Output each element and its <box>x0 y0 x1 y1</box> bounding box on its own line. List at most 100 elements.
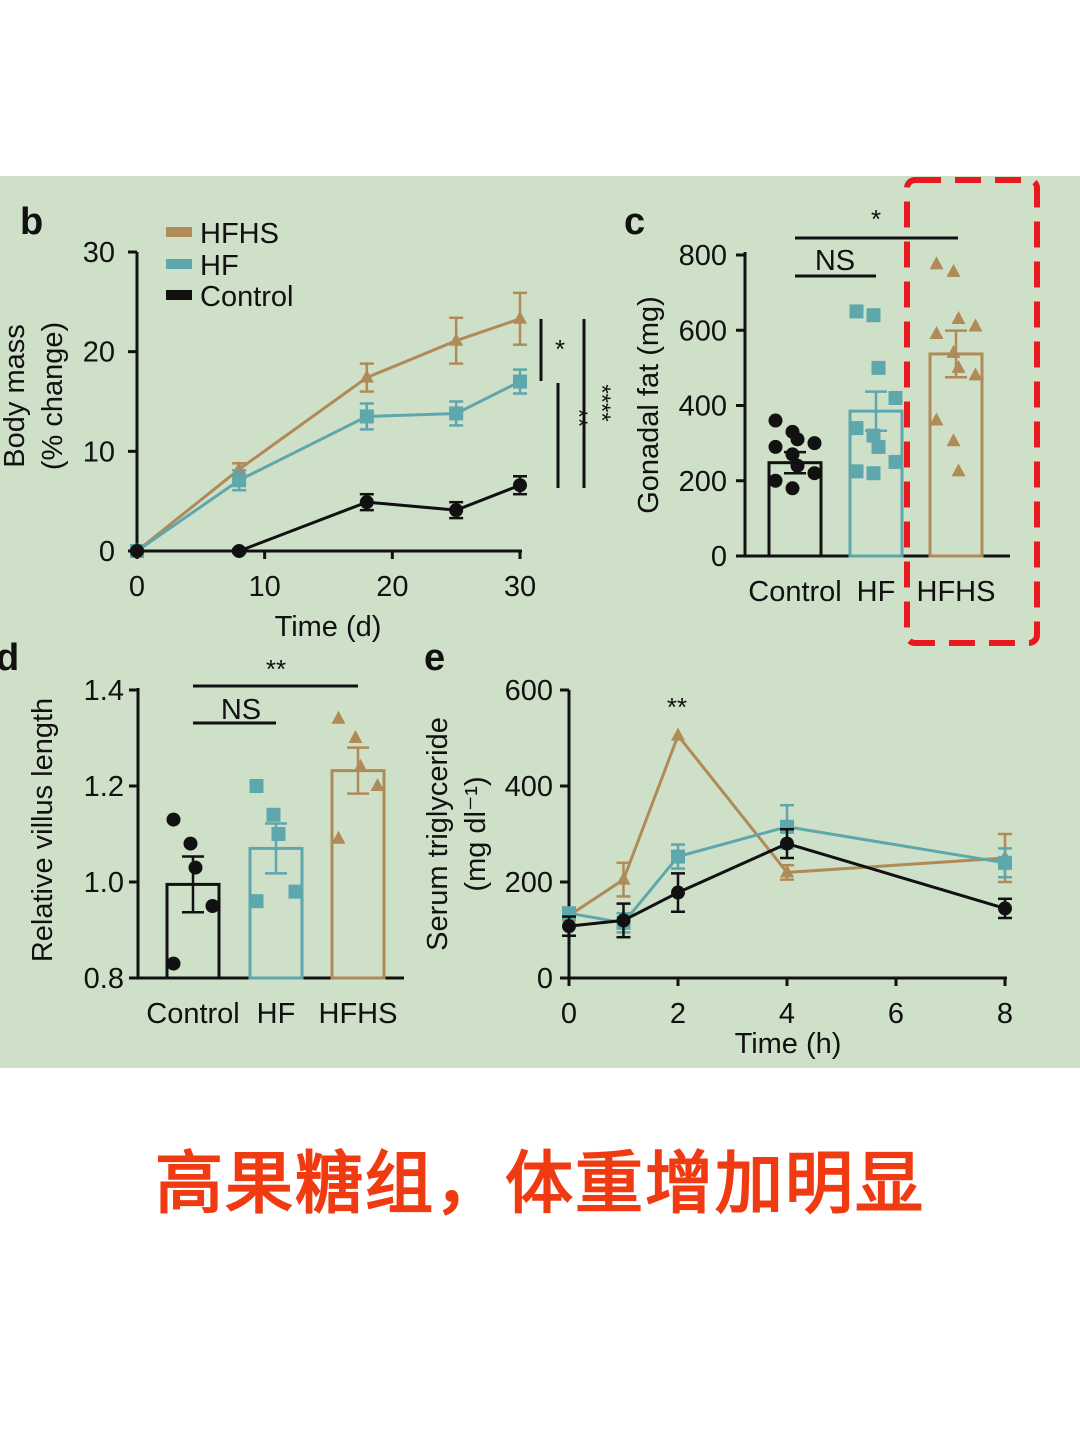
b-point-hfhs <box>513 310 527 324</box>
b-point-hf <box>359 409 374 424</box>
panel-e: e 0 2 4 6 8 0 200 400 600 Time (h) Serum triglyc… <box>422 637 1013 1060</box>
c-dot-hfhs <box>929 326 944 340</box>
e-point-control <box>780 836 794 851</box>
c-dot-hfhs <box>929 256 944 270</box>
c-dot-hfhs <box>946 433 961 447</box>
b-point-control <box>359 495 374 510</box>
c-dot-control <box>768 473 783 488</box>
c-sig-ns: NS <box>815 245 855 277</box>
b-x-label: Time (d) <box>275 611 382 643</box>
legend-swatch-control <box>166 290 192 300</box>
c-bar-hfhs <box>928 352 984 558</box>
b-x-tick-label: 30 <box>504 571 536 603</box>
e-point-control <box>671 885 685 900</box>
d-y-label: Relative villus length <box>27 698 59 962</box>
legend-label-control: Control <box>200 281 294 313</box>
e-point-hfhs <box>616 871 631 885</box>
b-point-control <box>130 544 144 558</box>
b-sig-star-2: ** <box>565 409 592 428</box>
e-point-hf <box>998 855 1012 870</box>
c-x-tick-label: Control <box>748 576 842 608</box>
c-y-tick-label: 200 <box>679 466 727 498</box>
b-y-label: Body mass <box>0 324 31 467</box>
c-dot-control <box>790 458 805 473</box>
highlight-box-hfhs <box>904 177 1040 646</box>
d-dot-control <box>183 836 198 851</box>
d-dot-hf <box>249 894 264 909</box>
c-dot-hfhs <box>951 463 966 477</box>
c-dot-hfhs <box>968 367 983 381</box>
d-dot-hf <box>266 807 281 822</box>
e-point-hfhs <box>780 864 794 878</box>
legend-swatch-hf <box>166 259 192 269</box>
c-y-tick-label: 800 <box>679 240 727 272</box>
panel-b: b 0 10 20 30 0 10 20 30 Time (d) Body mass (% c… <box>0 201 615 643</box>
d-y-tick-label: 1.2 <box>84 771 124 803</box>
c-dot-hf <box>866 428 881 443</box>
b-y-tick-label: 20 <box>83 337 115 369</box>
b-y-tick-label: 10 <box>83 436 115 468</box>
c-dot-control <box>807 466 822 481</box>
d-dot-hf <box>249 779 264 793</box>
c-dot-hf <box>849 304 864 319</box>
d-x-tick-label: HF <box>257 998 296 1030</box>
b-y-tick-label: 30 <box>83 237 115 269</box>
legend-label-hf: HF <box>200 250 239 282</box>
b-sig-star-3: **** <box>588 384 615 421</box>
e-y-tick-label: 200 <box>505 867 553 899</box>
panel-e-letter: e <box>424 637 445 679</box>
c-dot-control <box>785 481 800 496</box>
d-dot-hfhs <box>348 730 363 743</box>
d-sig-star: ** <box>266 654 286 684</box>
d-y-tick-label: 0.8 <box>84 963 124 995</box>
e-point-hfhs <box>671 727 685 741</box>
e-x-label: Time (h) <box>735 1028 842 1060</box>
d-sig-ns: NS <box>221 694 261 726</box>
b-point-hfhs <box>449 332 464 346</box>
legend-swatch-hfhs <box>166 227 192 237</box>
e-x-tick-label: 2 <box>670 998 686 1030</box>
panel-c-letter: c <box>624 201 645 243</box>
d-y-tick-label: 1.4 <box>84 675 124 707</box>
d-dot-hf <box>288 884 303 899</box>
c-dot-control <box>785 447 800 462</box>
c-dot-hfhs <box>951 310 966 324</box>
d-dot-hf <box>271 827 286 841</box>
c-significance: * NS <box>795 204 958 278</box>
e-point-control <box>562 919 576 934</box>
b-y-tick-label: 0 <box>99 536 115 568</box>
b-x-tick-label: 0 <box>129 571 145 603</box>
c-dot-hfhs <box>946 344 961 358</box>
c-dot-control <box>768 413 783 428</box>
b-point-hf <box>449 406 464 421</box>
c-dot-hf <box>871 439 886 454</box>
c-dot-control <box>768 439 783 454</box>
panel-d-letter: d <box>0 637 19 679</box>
b-point-hfhs <box>359 369 374 383</box>
d-significance: ** NS <box>193 654 358 726</box>
d-dot-hfhs <box>353 758 368 772</box>
c-dot-hfhs <box>929 412 944 426</box>
b-x-tick-label: 20 <box>376 571 408 603</box>
e-x-tick-label: 6 <box>888 998 904 1030</box>
c-dot-hfhs <box>946 263 961 277</box>
legend-label-hfhs: HFHS <box>200 218 279 250</box>
e-x-tick-label: 4 <box>779 998 795 1030</box>
panel-d: d 0.8 1.0 1.2 1.4 Control HF HFHS Relative vil… <box>0 637 404 1030</box>
c-dot-hf <box>888 454 903 469</box>
d-dot-hfhs <box>370 778 385 791</box>
e-y-tick-label: 600 <box>505 675 553 707</box>
d-dot-control <box>166 956 181 971</box>
c-dot-control <box>807 436 822 451</box>
d-dot-control <box>188 860 203 875</box>
c-x-tick-label: HF <box>857 576 896 608</box>
d-y-tick-label: 1.0 <box>84 867 124 899</box>
b-point-hf <box>232 473 247 488</box>
c-dot-hf <box>866 308 881 323</box>
e-y-tick-label: 0 <box>537 963 553 995</box>
e-point-control <box>998 901 1012 916</box>
c-dot-hf <box>866 466 881 481</box>
d-dot-control <box>205 899 220 913</box>
e-y-label: Serum triglyceride <box>422 717 454 951</box>
